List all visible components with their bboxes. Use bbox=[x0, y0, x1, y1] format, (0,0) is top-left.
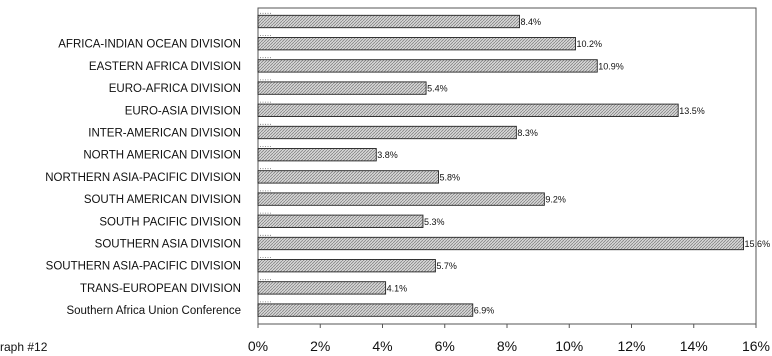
bar bbox=[257, 236, 744, 251]
bar-value-label: 10.2% bbox=[576, 39, 602, 49]
plot-frame bbox=[257, 7, 757, 325]
category-label: Southern Africa Union Conference bbox=[66, 305, 241, 317]
bar bbox=[257, 170, 439, 184]
category-label: NORTH AMERICAN DIVISION bbox=[83, 150, 241, 162]
bar bbox=[257, 37, 576, 51]
bar bbox=[257, 214, 424, 228]
footer-caption: raph #12 bbox=[0, 340, 48, 354]
bar-value-label: 8.3% bbox=[517, 128, 538, 138]
bar bbox=[257, 259, 436, 273]
category-label: AFRICA-INDIAN OCEAN DIVISION bbox=[58, 39, 241, 51]
category-label: NORTHERN ASIA-PACIFIC DIVISION bbox=[45, 172, 241, 184]
category-label: SOUTH PACIFIC DIVISION bbox=[99, 216, 241, 228]
x-tick-label: 2% bbox=[310, 338, 330, 354]
bar-value-label: 8.4% bbox=[520, 17, 541, 27]
bar-value-label: 10.9% bbox=[598, 61, 624, 71]
bar bbox=[257, 281, 387, 295]
bar-value-label: 4.1% bbox=[387, 283, 408, 293]
bar-value-label: 13.5% bbox=[679, 106, 705, 116]
bar bbox=[257, 103, 679, 117]
x-tick-label: 14% bbox=[680, 338, 708, 354]
x-tick-label: 6% bbox=[435, 338, 455, 354]
bar bbox=[257, 125, 517, 140]
x-tick-label: 0% bbox=[248, 338, 268, 354]
x-tick-label: 12% bbox=[617, 338, 645, 354]
bar-value-label: 15.6% bbox=[745, 239, 771, 249]
bar bbox=[257, 14, 520, 29]
category-labels: AFRICA-INDIAN OCEAN DIVISION EASTERN AFRI… bbox=[45, 39, 241, 317]
category-label: INTER-AMERICAN DIVISION bbox=[88, 128, 241, 140]
bar-value-label: 5.4% bbox=[427, 84, 448, 94]
x-tick-label: 10% bbox=[555, 338, 583, 354]
bar-value-label: 5.3% bbox=[424, 217, 445, 227]
x-axis-ticks: 0% 2% 4% 6% 8% 10% 12% 14% 16% bbox=[248, 324, 770, 354]
category-label: EURO-AFRICA DIVISION bbox=[109, 83, 241, 95]
category-label: TRANS-EUROPEAN DIVISION bbox=[80, 283, 241, 295]
category-label: SOUTHERN ASIA-PACIFIC DIVISION bbox=[46, 261, 241, 273]
bar-value-label: 9.2% bbox=[545, 195, 566, 205]
x-tick-label: 8% bbox=[497, 338, 517, 354]
bar-value-label: 5.7% bbox=[436, 261, 457, 271]
category-label: SOUTHERN ASIA DIVISION bbox=[95, 239, 241, 251]
bars-group: 8.4% 10.2% 10.9% 5.4% 13.5% 8.3% 3.8% 5.8% 9.2% 5… bbox=[257, 12, 771, 317]
category-label: EASTERN AFRICA DIVISION bbox=[89, 61, 241, 73]
category-label: SOUTH AMERICAN DIVISION bbox=[84, 194, 241, 206]
bar-value-label: 5.8% bbox=[440, 172, 461, 182]
x-tick-label: 16% bbox=[742, 338, 770, 354]
bar bbox=[257, 59, 598, 73]
category-label: EURO-ASIA DIVISION bbox=[125, 105, 241, 117]
bar-value-label: 3.8% bbox=[377, 150, 398, 160]
bar bbox=[257, 81, 427, 95]
bar bbox=[257, 303, 474, 317]
x-tick-label: 4% bbox=[372, 338, 392, 354]
bar bbox=[257, 148, 377, 162]
bar-value-label: 6.9% bbox=[474, 306, 495, 316]
bar bbox=[257, 192, 545, 206]
